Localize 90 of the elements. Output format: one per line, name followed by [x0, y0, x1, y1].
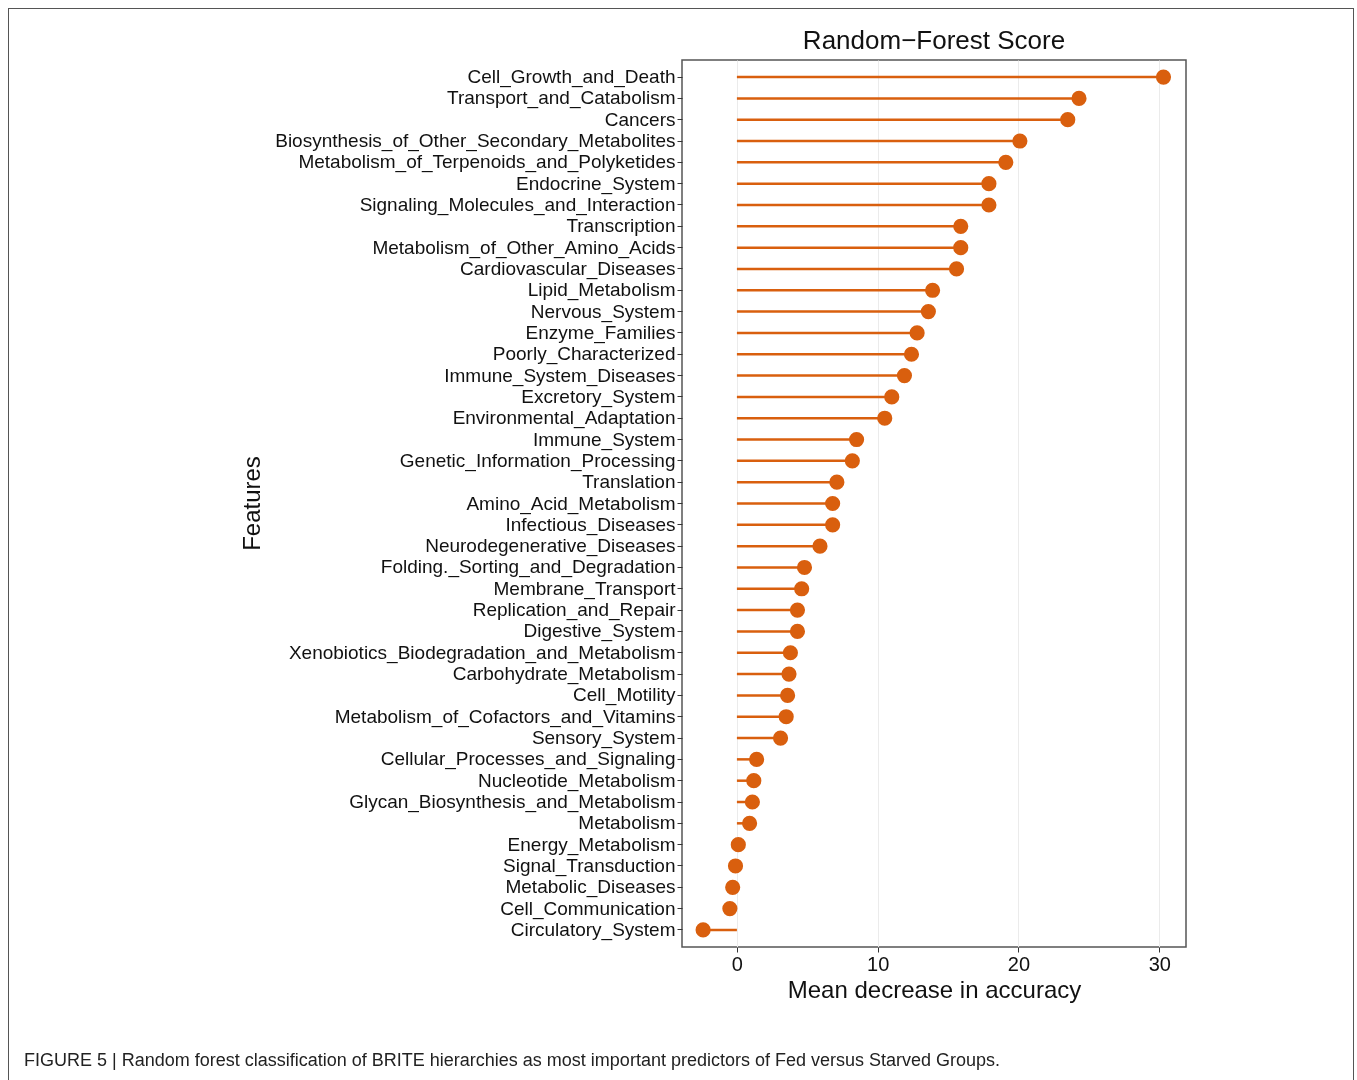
y-tick-label: Excretory_System: [521, 385, 676, 408]
point: [920, 304, 936, 320]
point: [749, 751, 765, 767]
y-tick-label: Enzyme_Families: [525, 321, 676, 344]
point: [877, 410, 893, 426]
y-tick-label: Genetic_Information_Processing: [399, 449, 676, 472]
point: [925, 282, 941, 298]
y-tick-label: Signaling_Molecules_and_Interaction: [359, 193, 676, 216]
y-tick-label: Digestive_System: [523, 620, 676, 643]
point: [844, 453, 860, 469]
y-tick-label: Translation: [582, 471, 676, 493]
point: [896, 368, 913, 384]
point: [903, 346, 920, 362]
y-axis-title: Features: [237, 456, 265, 551]
point: [772, 730, 789, 746]
x-tick-label: 20: [1007, 952, 1031, 975]
x-tick-label: 10: [867, 952, 890, 975]
y-tick-label: Cardiovascular_Diseases: [460, 257, 676, 280]
x-tick-label: 0: [731, 952, 743, 975]
point: [998, 154, 1014, 170]
point: [794, 581, 810, 597]
point: [746, 773, 762, 789]
y-tick-label: Metabolism_of_Other_Amino_Acids: [372, 236, 676, 259]
chart-title: Random−Forest Score: [802, 25, 1066, 55]
y-tick-label: Nervous_System: [530, 300, 676, 323]
y-tick-label: Environmental_Adaptation: [452, 407, 676, 430]
y-tick-label: Glycan_Biosynthesis_and_Metabolism: [349, 791, 676, 814]
point: [953, 240, 969, 256]
y-tick-label: Endocrine_System: [516, 172, 676, 195]
point: [1071, 90, 1087, 106]
point: [727, 858, 744, 874]
point: [744, 794, 760, 810]
y-tick-label: Biosynthesis_of_Other_Secondary_Metabolites: [275, 130, 676, 153]
point: [981, 176, 997, 192]
x-tick-label: 30: [1148, 952, 1171, 975]
y-tick-label: Cellular_Processes_and_Signaling: [380, 748, 676, 771]
y-tick-label: Membrane_Transport: [493, 577, 677, 600]
point: [780, 687, 796, 703]
point: [1012, 133, 1028, 149]
y-tick-label: Carbohydrate_Metabolism: [452, 663, 676, 686]
y-tick-label: Signal_Transduction: [502, 854, 676, 877]
point: [1155, 69, 1172, 85]
y-tick-label: Cell_Growth_and_Death: [467, 66, 676, 89]
point: [781, 666, 797, 682]
point: [825, 517, 841, 533]
y-tick-label: Energy_Metabolism: [507, 833, 676, 856]
y-tick-label: Neurodegenerative_Diseases: [425, 535, 676, 558]
y-tick-label: Metabolism: [578, 812, 676, 834]
y-tick-label: Sensory_System: [531, 727, 676, 750]
y-tick-label: Metabolic_Diseases: [505, 876, 676, 899]
point: [948, 261, 965, 277]
y-tick-label: Transport_and_Catabolism: [447, 87, 676, 110]
y-tick-label: Replication_and_Repair: [472, 599, 677, 622]
y-tick-label: Cell_Communication: [500, 897, 676, 920]
point: [953, 218, 969, 234]
point: [722, 901, 738, 917]
point: [789, 602, 806, 618]
y-tick-label: Infectious_Diseases: [505, 513, 676, 536]
y-tick-label: Amino_Acid_Metabolism: [466, 492, 676, 515]
y-tick-label: Xenobiotics_Biodegradation_and_Metabolism: [288, 641, 676, 664]
point: [695, 922, 711, 938]
y-tick-label: Cancers: [604, 108, 676, 130]
y-tick-label: Metabolism_of_Cofactors_and_Vitamins: [334, 705, 676, 728]
y-tick-label: Lipid_Metabolism: [527, 279, 676, 302]
y-tick-label: Circulatory_System: [510, 918, 676, 941]
point: [981, 197, 997, 213]
point: [829, 474, 845, 490]
y-tick-label: Transcription: [566, 215, 676, 237]
point: [812, 538, 828, 554]
point: [909, 325, 925, 341]
y-tick-label: Immune_System_Diseases: [444, 364, 676, 387]
y-tick-label: Metabolism_of_Terpenoids_and_Polyketides: [298, 151, 676, 174]
point: [741, 815, 758, 831]
y-tick-label: Nucleotide_Metabolism: [478, 769, 676, 792]
y-tick-label: Immune_System: [532, 428, 676, 451]
y-tick-label: Poorly_Characterized: [492, 343, 676, 366]
point: [730, 837, 746, 853]
caption: FIGURE 5 | Random forest classification of BRITE hierarchies as most important predictors of Fed versus Starved Groups.: [24, 1050, 1001, 1071]
y-tick-label: Folding._Sorting_and_Degradation: [380, 556, 676, 579]
point: [1060, 112, 1076, 128]
point: [778, 709, 794, 725]
point: [796, 559, 813, 576]
x-axis-title: Mean decrease in accuracy: [787, 975, 1082, 1003]
point: [884, 389, 900, 405]
point: [789, 623, 806, 639]
point: [848, 431, 865, 448]
point: [782, 645, 798, 661]
point: [825, 495, 841, 512]
y-tick-label: Cell_Motility: [573, 684, 676, 707]
point: [725, 879, 741, 895]
